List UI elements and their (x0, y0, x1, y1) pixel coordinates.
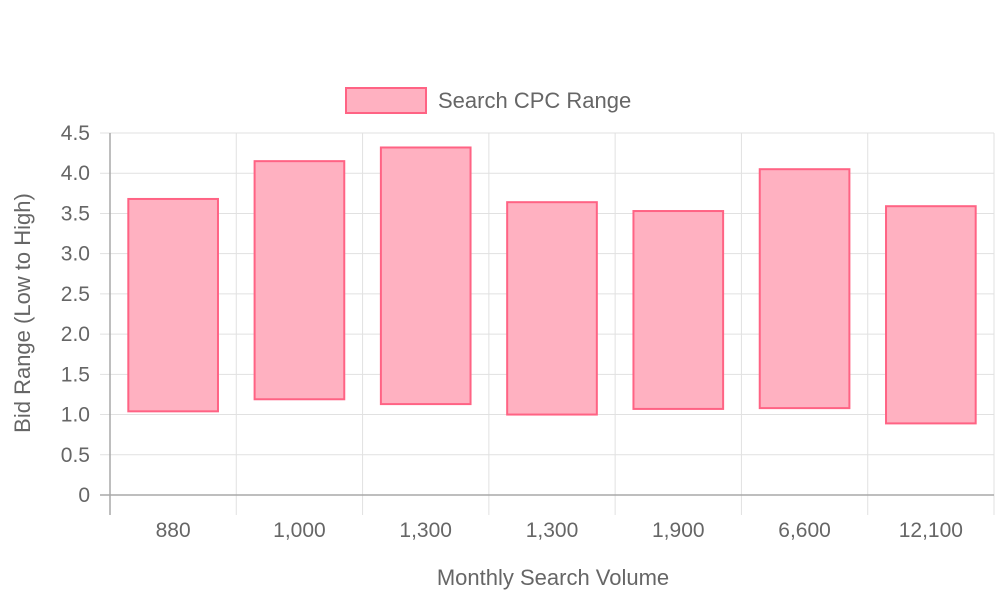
y-tick-label: 0.5 (61, 444, 90, 467)
y-tick-label: 2.5 (61, 283, 90, 306)
x-tick-label: 1,900 (652, 519, 705, 542)
legend-label: Search CPC Range (438, 88, 631, 113)
x-tick-label: 1,000 (273, 519, 326, 542)
y-tick-label: 4.0 (61, 162, 90, 185)
x-tick-label: 12,100 (899, 519, 963, 542)
y-tick-label: 3.5 (61, 202, 90, 225)
cpc-range-bar[interactable] (253, 160, 346, 401)
cpc-range-bar[interactable] (506, 201, 598, 416)
y-tick-label: 0 (78, 484, 90, 507)
legend[interactable]: Search CPC Range (345, 87, 631, 114)
y-tick-label: 4.5 (61, 122, 90, 145)
y-axis-title: Bid Range (Low to High) (10, 193, 35, 433)
cpc-range-bar[interactable] (379, 146, 472, 406)
cpc-range-bar[interactable] (758, 168, 851, 410)
axes (100, 133, 994, 515)
y-tick-label: 2.0 (61, 323, 90, 346)
cpc-range-bar[interactable] (127, 197, 219, 413)
cpc-range-bar[interactable] (632, 210, 725, 410)
x-tick-label: 6,600 (778, 519, 831, 542)
x-tick-label: 1,300 (399, 519, 452, 542)
y-axis-ticks: 0 0.5 1.0 1.5 2.0 2.5 3.0 3.5 4.0 4.5 (61, 122, 90, 507)
x-axis-ticks: 880 1,000 1,300 1,300 1,900 6,600 12,100 (156, 519, 963, 542)
y-tick-label: 3.0 (61, 243, 90, 266)
x-tick-label: 880 (156, 519, 191, 542)
cpc-range-bar[interactable] (885, 205, 977, 425)
x-tick-label: 1,300 (526, 519, 579, 542)
x-axis-title: Monthly Search Volume (437, 565, 669, 590)
y-tick-label: 1.0 (61, 404, 90, 427)
legend-swatch (345, 87, 427, 114)
bars (127, 146, 977, 425)
y-tick-label: 1.5 (61, 363, 90, 386)
